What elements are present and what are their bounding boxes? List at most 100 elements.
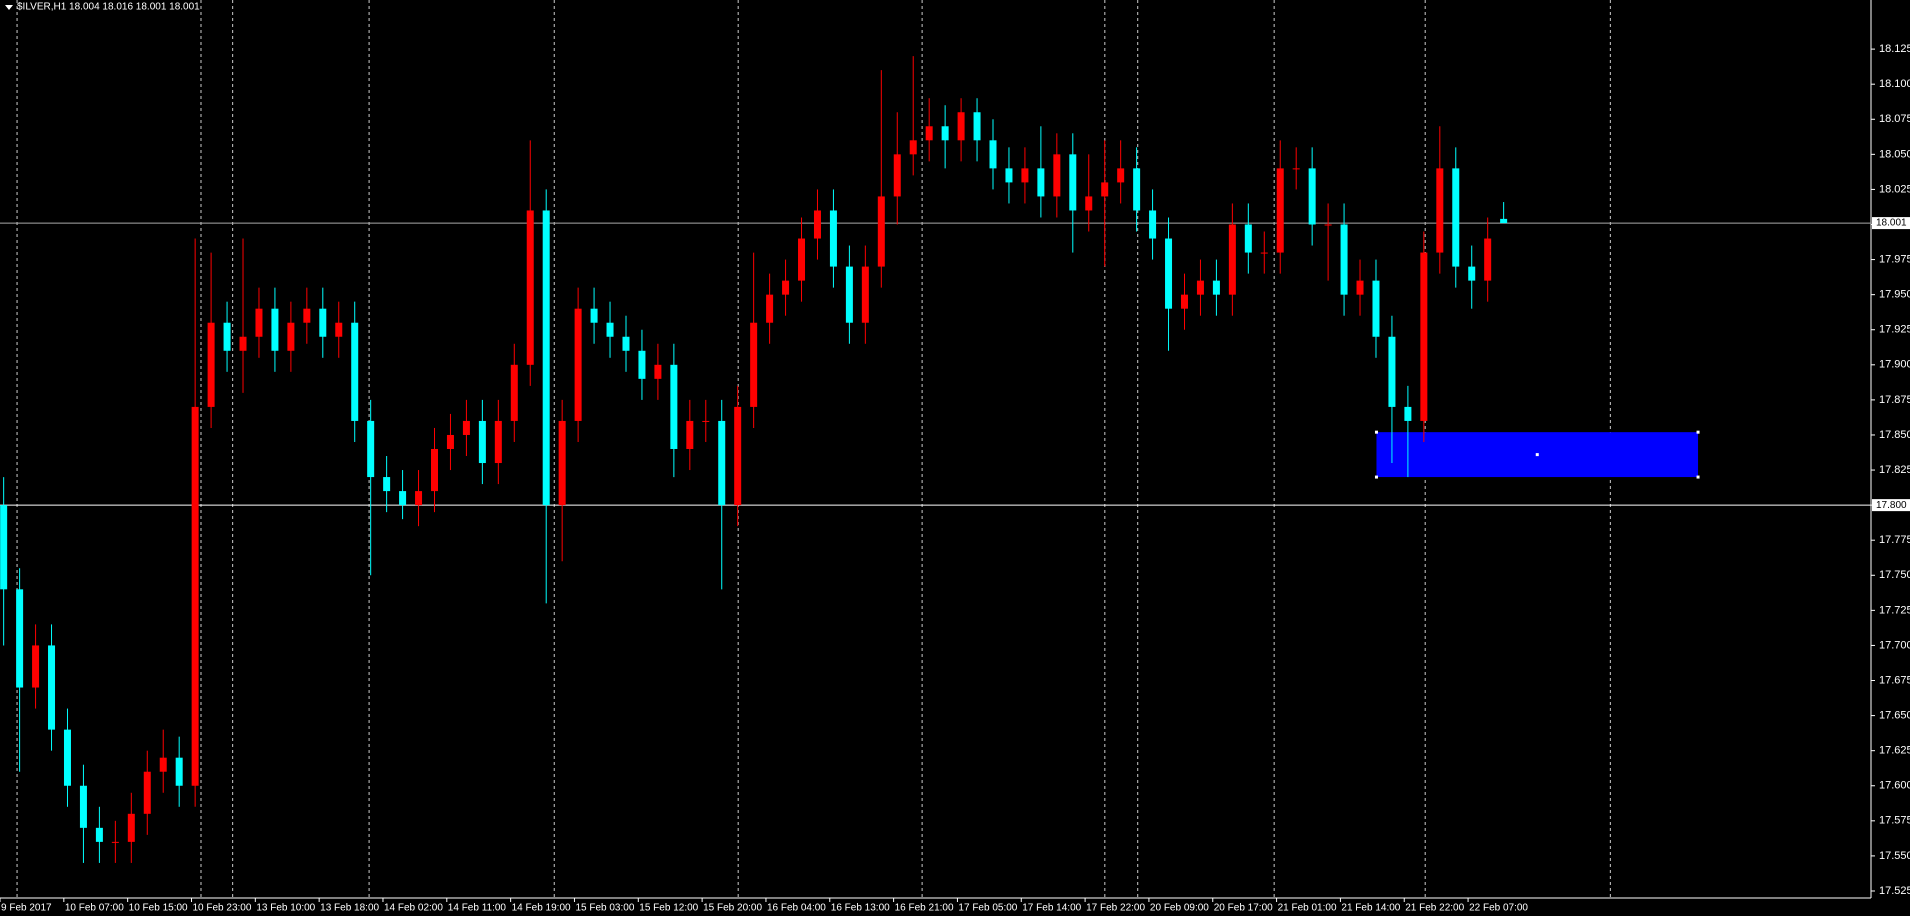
candle-body xyxy=(542,210,550,506)
menu-arrow[interactable] xyxy=(5,5,13,10)
candle-body xyxy=(1276,168,1284,253)
candle-body xyxy=(925,126,933,141)
candle-body xyxy=(1404,406,1412,421)
y-tick-label: 17.625 xyxy=(1879,745,1910,757)
x-tick-label: 13 Feb 18:00 xyxy=(320,903,379,914)
candle-body xyxy=(1117,168,1125,183)
candle-body xyxy=(1180,294,1188,309)
candle-body xyxy=(159,757,167,772)
candle-body xyxy=(526,210,534,365)
candle-body xyxy=(1500,218,1508,224)
candle-body xyxy=(143,771,151,814)
rectangle-handle xyxy=(1374,475,1378,479)
y-tick-label: 17.925 xyxy=(1879,324,1910,336)
candle-body xyxy=(415,491,423,506)
y-tick-label: 17.650 xyxy=(1879,710,1910,722)
candle-body xyxy=(239,336,247,351)
x-tick-label: 10 Feb 23:00 xyxy=(192,903,251,914)
candle-body xyxy=(1324,224,1332,226)
candle-body xyxy=(1356,280,1364,295)
candle-body xyxy=(1228,224,1236,295)
y-tick-label: 17.775 xyxy=(1879,534,1910,546)
candle-body xyxy=(1069,154,1077,211)
candle-body xyxy=(1133,168,1141,211)
candle-body xyxy=(494,420,502,464)
y-tick-label: 17.825 xyxy=(1879,464,1910,476)
candle-body xyxy=(0,505,8,590)
candle-body xyxy=(1196,280,1204,295)
rectangle-handle xyxy=(1374,430,1378,434)
x-tick-label: 13 Feb 10:00 xyxy=(256,903,315,914)
candle-body xyxy=(877,196,885,267)
candle-body xyxy=(1484,238,1492,281)
candle-body xyxy=(1165,238,1173,309)
price-label-box xyxy=(1872,499,1910,512)
x-tick-label: 20 Feb 17:00 xyxy=(1214,903,1273,914)
price-label: 17.800 xyxy=(1876,500,1907,511)
candle-body xyxy=(510,364,518,421)
candle-body xyxy=(702,420,710,422)
x-tick-label: 14 Feb 11:00 xyxy=(448,903,507,914)
candle-body xyxy=(1436,168,1444,253)
candle-body xyxy=(16,589,24,688)
candle-body xyxy=(367,420,375,478)
candle-body xyxy=(829,210,837,267)
candle-body xyxy=(1308,168,1316,225)
candle-body xyxy=(973,112,981,141)
price-label: 18.001 xyxy=(1876,218,1907,229)
x-tick-label: 20 Feb 09:00 xyxy=(1150,903,1209,914)
candle-body xyxy=(558,420,566,506)
candle-body xyxy=(686,420,694,449)
candle-body xyxy=(1149,210,1157,239)
candle-body xyxy=(957,112,965,141)
candle-body xyxy=(63,729,71,786)
candle-body xyxy=(654,364,662,379)
y-tick-label: 18.125 xyxy=(1879,43,1910,55)
candle-body xyxy=(478,420,486,464)
candle-body xyxy=(207,322,215,407)
candle-body xyxy=(798,238,806,281)
candle-body xyxy=(95,827,103,842)
candle-body xyxy=(1101,182,1109,197)
x-tick-label: 10 Feb 15:00 xyxy=(129,903,188,914)
x-tick-label: 16 Feb 04:00 xyxy=(767,903,826,914)
y-tick-label: 18.025 xyxy=(1879,183,1910,195)
y-tick-label: 17.725 xyxy=(1879,604,1910,616)
candle-body xyxy=(670,364,678,449)
x-tick-label: 14 Feb 02:00 xyxy=(384,903,443,914)
candle-body xyxy=(32,645,40,688)
candle-body xyxy=(462,420,470,435)
candle-body xyxy=(941,126,949,141)
x-tick-label: 17 Feb 05:00 xyxy=(958,903,1017,914)
candle-body xyxy=(590,308,598,323)
x-tick-label: 21 Feb 22:00 xyxy=(1405,903,1464,914)
candle-body xyxy=(622,336,630,351)
y-tick-label: 18.100 xyxy=(1879,78,1910,90)
candle-body xyxy=(1037,168,1045,197)
x-tick-label: 16 Feb 21:00 xyxy=(895,903,954,914)
y-tick-label: 17.875 xyxy=(1879,394,1910,406)
candle-body xyxy=(1468,266,1476,281)
candle-body xyxy=(399,491,407,506)
x-tick-label: 10 Feb 07:00 xyxy=(65,903,124,914)
candle-body xyxy=(351,322,359,421)
candle-body xyxy=(111,841,119,843)
candle-body xyxy=(319,308,327,337)
candle-body xyxy=(1292,168,1300,170)
candle-body xyxy=(750,322,758,407)
candle-body xyxy=(718,420,726,506)
candle-body xyxy=(271,308,279,351)
chart-title: $ILVER,H1 18.004 18.016 18.001 18.001 xyxy=(17,2,200,13)
candle-body xyxy=(845,266,853,323)
candle-body xyxy=(335,322,343,337)
y-tick-label: 17.700 xyxy=(1879,639,1910,651)
candle-body xyxy=(287,322,295,351)
candle-body xyxy=(48,645,56,730)
y-tick-label: 17.975 xyxy=(1879,253,1910,265)
x-tick-label: 21 Feb 01:00 xyxy=(1278,903,1337,914)
x-tick-label: 15 Feb 12:00 xyxy=(639,903,698,914)
candle-body xyxy=(606,322,614,337)
candle-body xyxy=(1340,224,1348,295)
candle-body xyxy=(1212,280,1220,295)
